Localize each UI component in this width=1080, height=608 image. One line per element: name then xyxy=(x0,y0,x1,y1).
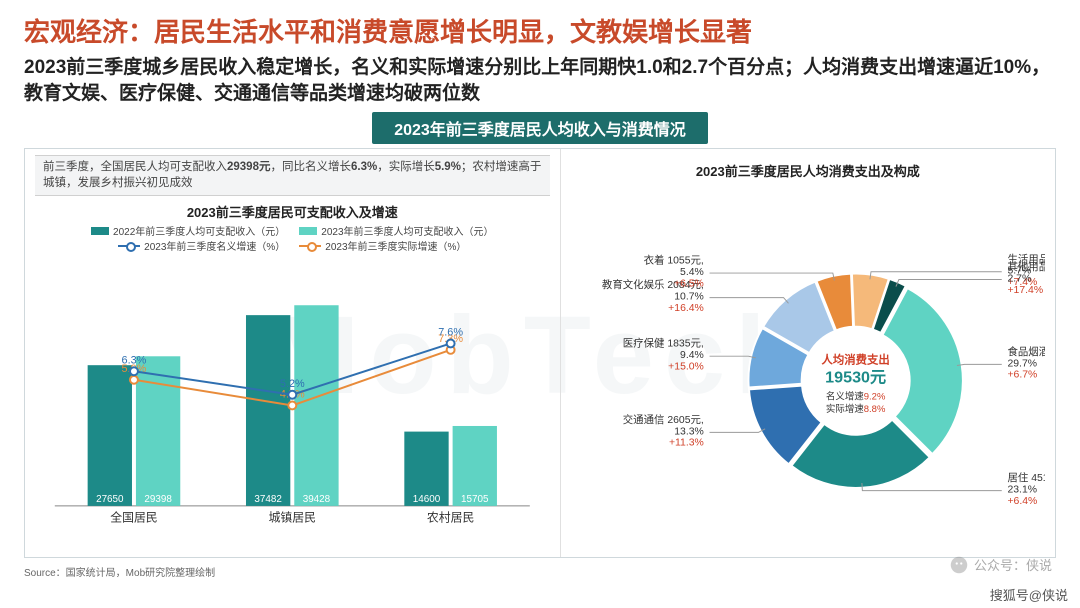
left-panel: 前三季度，全国居民人均可支配收入29398元，同比名义增长6.3%，实际增长5.… xyxy=(25,149,561,557)
donut-chart: 食品烟酒 5794元,29.7%+6.7% 居住 4514元,23.1%+6.4%… xyxy=(571,182,1045,551)
svg-text:5.2%: 5.2% xyxy=(280,378,305,390)
legend-item: 2023年前三季度人均可支配收入（元） xyxy=(299,223,493,238)
svg-text:医疗保健 1835元,: 医疗保健 1835元, xyxy=(622,337,703,350)
bar-chart: 27650 29398 全国居民 37482 39428 城镇居民 14600 15705 农村… xyxy=(35,255,550,551)
svg-text:13.3%: 13.3% xyxy=(674,427,704,438)
bar-legend: 2022年前三季度人均可支配收入（元）2023年前三季度人均可支配收入（元）20… xyxy=(35,223,550,255)
legend-item: 2022年前三季度人均可支配收入（元） xyxy=(91,223,285,238)
source-line: Source：国家统计局，Mob研究院整理绘制 xyxy=(24,564,1056,579)
right-panel: 2023前三季度居民人均消费支出及构成 食品烟酒 5794元,29.7%+6.7… xyxy=(561,149,1055,557)
svg-text:6.3%: 6.3% xyxy=(122,355,147,367)
svg-text:+15.0%: +15.0% xyxy=(668,362,704,373)
svg-text:+6.5%: +6.5% xyxy=(674,279,704,290)
svg-text:+6.7%: +6.7% xyxy=(1007,370,1037,381)
donut-chart-title: 2023前三季度居民人均消费支出及构成 xyxy=(571,161,1045,180)
svg-text:全国居民: 全国居民 xyxy=(110,511,157,525)
bar-chart-title: 2023前三季度居民可支配收入及增速 xyxy=(35,202,550,221)
svg-text:2.7%: 2.7% xyxy=(1007,274,1031,285)
wechat-credit: 公众号：侠说 xyxy=(950,555,1052,574)
svg-text:农村居民: 农村居民 xyxy=(427,511,474,525)
svg-text:39428: 39428 xyxy=(303,494,331,505)
svg-text:其他用品及服务 522元,: 其他用品及服务 522元, xyxy=(1007,260,1045,273)
svg-text:7.6%: 7.6% xyxy=(438,327,463,339)
svg-text:14600: 14600 xyxy=(413,494,441,505)
legend-item: 2023年前三季度名义增速（%） xyxy=(118,238,285,253)
svg-text:15705: 15705 xyxy=(461,494,489,505)
svg-text:10.7%: 10.7% xyxy=(674,292,704,303)
content: 前三季度，全国居民人均可支配收入29398元，同比名义增长6.3%，实际增长5.… xyxy=(24,148,1056,558)
banner-label: 2023年前三季度居民人均收入与消费情况 xyxy=(372,112,708,144)
left-note: 前三季度，全国居民人均可支配收入29398元，同比名义增长6.3%，实际增长5.… xyxy=(35,155,550,196)
svg-text:9.4%: 9.4% xyxy=(680,350,704,361)
svg-text:实际增速8.8%: 实际增速8.8% xyxy=(825,403,885,415)
banner: 2023年前三季度居民人均收入与消费情况 xyxy=(24,112,1056,144)
svg-text:29398: 29398 xyxy=(144,494,172,505)
svg-text:名义增速9.2%: 名义增速9.2% xyxy=(825,391,885,403)
svg-text:居住 4514元,: 居住 4514元, xyxy=(1007,471,1045,484)
svg-text:27650: 27650 xyxy=(96,494,124,505)
svg-text:37482: 37482 xyxy=(254,494,281,505)
svg-text:+17.4%: +17.4% xyxy=(1007,285,1043,296)
svg-text:5.4%: 5.4% xyxy=(680,267,704,278)
svg-text:29.7%: 29.7% xyxy=(1007,359,1037,370)
svg-text:城镇居民: 城镇居民 xyxy=(269,511,316,525)
wechat-icon xyxy=(950,556,968,574)
svg-text:食品烟酒 5794元,: 食品烟酒 5794元, xyxy=(1007,345,1045,358)
page-title: 宏观经济：居民生活水平和消费意愿增长明显，文教娱增长显著 xyxy=(24,12,1056,49)
subtitle: 2023前三季度城乡居民收入稳定增长，名义和实际增速分别比上年同期快1.0和2.… xyxy=(24,55,1056,106)
svg-text:+11.3%: +11.3% xyxy=(669,438,704,449)
svg-text:交通通信 2605元,: 交通通信 2605元, xyxy=(622,413,703,426)
page-credit: 搜狐号@侠说 xyxy=(990,585,1068,604)
svg-text:衣着 1055元,: 衣着 1055元, xyxy=(643,254,703,267)
svg-text:19530元: 19530元 xyxy=(825,369,886,387)
svg-text:+16.4%: +16.4% xyxy=(668,303,704,314)
svg-text:人均消费支出: 人均消费支出 xyxy=(821,353,889,367)
svg-text:+6.4%: +6.4% xyxy=(1007,496,1037,507)
svg-text:23.1%: 23.1% xyxy=(1007,485,1037,496)
legend-item: 2023年前三季度实际增速（%） xyxy=(299,238,466,253)
